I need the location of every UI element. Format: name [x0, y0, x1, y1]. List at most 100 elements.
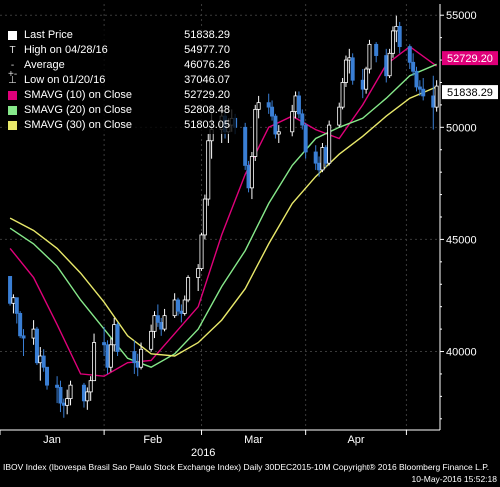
candle-body	[266, 102, 271, 108]
candle-body	[293, 95, 298, 113]
legend-swatch	[8, 106, 17, 115]
candle-body	[374, 43, 379, 56]
legend-value: 52729.20	[184, 89, 230, 101]
x-month-label: Apr	[347, 434, 364, 446]
x-month-label: Jan	[43, 434, 61, 446]
candle-body	[132, 351, 137, 364]
candle-body	[340, 82, 345, 108]
candle-body	[249, 156, 254, 189]
candle-body	[65, 398, 70, 406]
candle-body	[41, 355, 46, 368]
legend-item-smavg-30: SMAVG (30) on Close 51803.05	[4, 118, 236, 133]
candle-body	[186, 277, 191, 301]
candle-body	[85, 391, 90, 402]
candle-body	[155, 315, 160, 323]
price-tag-label: 51838.29	[447, 87, 493, 99]
candle-body	[88, 380, 93, 393]
candle-body	[115, 324, 120, 352]
candle-body	[246, 165, 251, 189]
legend-item-average: -+- Average 46076.26	[4, 58, 236, 80]
legend-value: 54977.70	[184, 44, 230, 56]
candle-body	[290, 111, 295, 133]
candle-body	[182, 299, 187, 314]
candle-body	[320, 147, 325, 171]
candle-body	[317, 162, 322, 171]
candle-body	[162, 315, 167, 330]
candle-body	[360, 79, 365, 90]
moving-average-line	[9, 86, 437, 357]
legend-label: SMAVG (20) on Close	[24, 104, 133, 116]
candle-body	[58, 386, 63, 404]
legend-swatch	[8, 91, 17, 100]
average-marker-icon: -+-	[8, 60, 18, 80]
footer-timestamp: 10-May-2016 15:52:18	[411, 474, 497, 484]
candle-body	[421, 88, 426, 97]
candle-body	[14, 297, 19, 314]
moving-average-lines	[9, 45, 438, 377]
candle-body	[206, 140, 211, 200]
candle-body	[18, 313, 23, 337]
candle-body	[139, 348, 144, 368]
candle-body	[152, 315, 157, 332]
candle-body	[431, 95, 436, 108]
candle-body	[112, 324, 117, 346]
candle-body	[323, 147, 328, 164]
candle-body	[411, 61, 416, 72]
price-tag-box	[442, 85, 498, 100]
candle-body	[172, 299, 177, 317]
candle-body	[135, 362, 140, 368]
candle-body	[108, 344, 113, 368]
candle-body	[417, 86, 422, 90]
candle-body	[31, 328, 36, 339]
candle-body	[34, 328, 39, 364]
candle-body	[387, 52, 392, 77]
legend-item-smavg-20: SMAVG (20) on Close 52808.48	[4, 103, 236, 118]
legend-item-smavg-10: SMAVG (10) on Close 52729.20	[4, 88, 236, 103]
candle-body	[159, 321, 164, 330]
candle-body	[11, 297, 16, 304]
candle-body	[81, 384, 86, 402]
legend-item-last-price: Last Price 51838.29	[4, 28, 236, 43]
candle-body	[367, 43, 372, 70]
candle-body	[414, 70, 419, 88]
candle-body	[243, 126, 248, 166]
candle-body	[8, 276, 13, 304]
candle-body	[303, 124, 308, 153]
candle-body	[61, 402, 66, 406]
legend-value: 46076.26	[184, 59, 230, 71]
legend-item-high: T High on 04/28/16 54977.70	[4, 43, 236, 58]
candle-body	[347, 57, 352, 61]
low-marker-icon: ⊥	[8, 75, 17, 86]
legend-label: Average	[24, 59, 65, 71]
candle-body	[202, 198, 207, 236]
candle-body	[196, 268, 201, 278]
candle-body	[273, 115, 278, 135]
legend-swatch	[8, 31, 17, 40]
x-month-label: Feb	[143, 434, 162, 446]
moving-average-line	[9, 45, 438, 377]
y-tick-label: 50000	[446, 122, 477, 134]
legend-value: 51838.29	[184, 29, 230, 41]
moving-average-line	[9, 63, 437, 368]
price-tags: 52729.20 51838.29	[442, 51, 498, 100]
candle-body	[300, 113, 305, 126]
legend-value: 52808.48	[184, 104, 230, 116]
candle-body	[276, 131, 281, 135]
legend-item-low: ⊥ Low on 01/20/16 37046.07	[4, 73, 236, 88]
candle-body	[21, 335, 26, 339]
legend-label: High on 04/28/16	[24, 44, 108, 56]
price-tag-box	[442, 51, 498, 66]
legend-label: Last Price	[24, 29, 73, 41]
candle-body	[397, 26, 402, 48]
legend-value: 37046.07	[184, 74, 230, 86]
candle-body	[55, 384, 60, 388]
candle-body	[390, 30, 395, 54]
candle-body	[179, 310, 184, 314]
legend: Last Price 51838.29 T High on 04/28/16 5…	[4, 28, 236, 134]
candle-body	[149, 330, 154, 350]
price-tag-label: 52729.20	[447, 53, 493, 65]
legend-label: Low on 01/20/16	[24, 74, 106, 86]
candle-body	[253, 108, 258, 157]
y-tick-label: 55000	[446, 10, 477, 22]
candle-body	[394, 26, 399, 32]
